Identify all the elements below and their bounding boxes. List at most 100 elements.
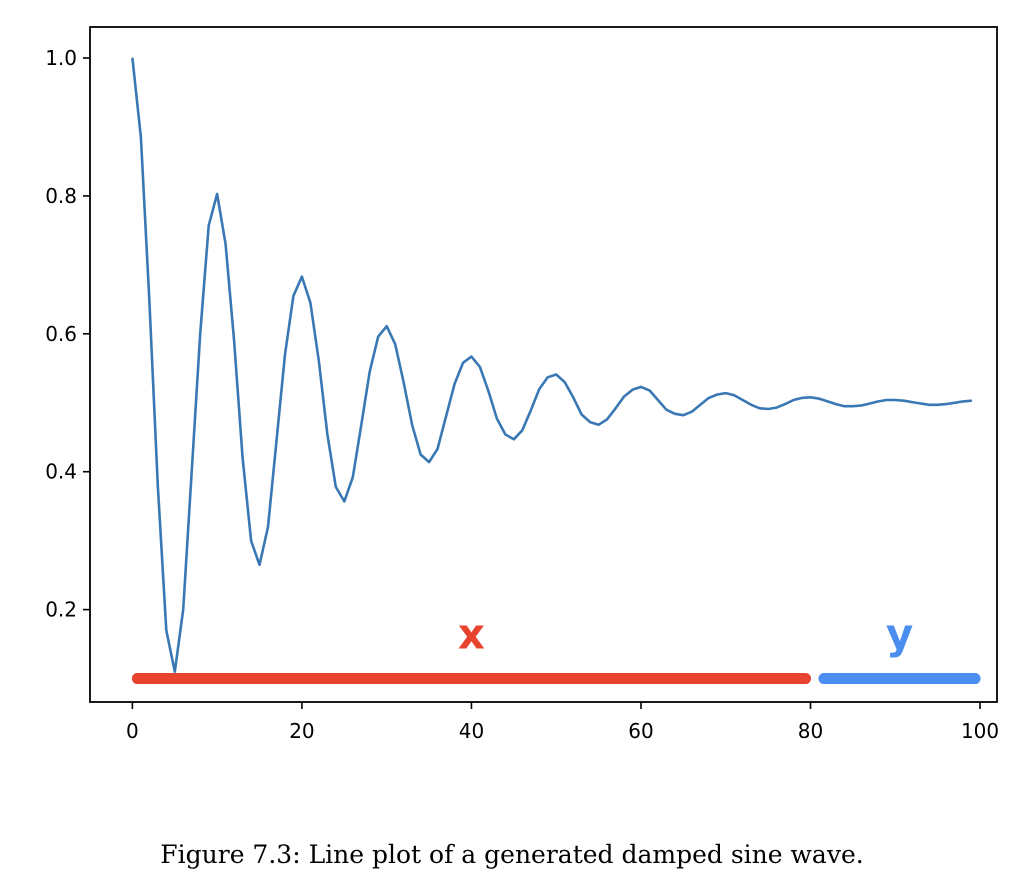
data-point (555, 373, 557, 376)
y-tick-label: 0.2 (45, 598, 77, 622)
data-point (403, 381, 405, 383)
data-point (843, 405, 846, 407)
data-point (648, 389, 651, 391)
data-point (275, 440, 278, 442)
series-layer (131, 57, 973, 674)
data-point (725, 392, 727, 394)
data-point (292, 295, 294, 297)
data-point (309, 302, 311, 304)
data-point (776, 407, 778, 409)
data-point (860, 404, 863, 407)
data-point (971, 400, 973, 402)
data-point (216, 193, 218, 195)
data-point (793, 399, 795, 401)
data-point (267, 526, 269, 528)
annotation-label-y: y (886, 610, 913, 659)
data-point (623, 396, 625, 398)
x-tick-label: 60 (628, 719, 653, 743)
data-point (326, 433, 328, 435)
data-point (165, 629, 167, 631)
data-point (826, 400, 829, 402)
data-point (233, 340, 235, 342)
data-point (835, 403, 837, 405)
data-point (225, 243, 227, 245)
data-point (174, 671, 176, 673)
data-point (818, 398, 820, 400)
data-point (462, 362, 464, 364)
x-tick-label: 80 (798, 719, 823, 743)
data-point (394, 343, 396, 345)
data-point (886, 399, 888, 401)
data-point (572, 396, 574, 398)
data-point (547, 376, 549, 378)
x-tick-label: 0 (126, 719, 139, 743)
data-point (750, 404, 752, 406)
data-point (360, 424, 362, 426)
data-point (182, 609, 184, 611)
data-point (937, 404, 939, 406)
data-point (852, 405, 854, 407)
data-point (598, 424, 600, 426)
data-point (369, 371, 371, 373)
data-point (428, 461, 430, 463)
data-point (733, 394, 735, 396)
data-point (445, 416, 447, 418)
data-point (208, 225, 210, 227)
data-point (140, 136, 142, 138)
data-point (581, 413, 583, 416)
data-point (157, 484, 159, 487)
data-point (301, 276, 303, 278)
data-point (954, 402, 956, 404)
data-point (250, 540, 252, 542)
data-point (343, 500, 345, 502)
series-line (131, 57, 972, 674)
data-point (564, 381, 566, 383)
data-point (894, 399, 896, 401)
data-point (521, 429, 523, 431)
data-point (742, 399, 744, 401)
data-point (242, 457, 244, 459)
data-point (699, 404, 701, 406)
annotation-label-x: x (458, 610, 485, 659)
data-point (606, 418, 608, 420)
data-point (199, 333, 201, 335)
data-point (962, 400, 964, 402)
data-point (911, 401, 913, 403)
data-point (665, 409, 668, 411)
data-point (386, 325, 388, 327)
data-point (436, 448, 439, 450)
data-point (496, 418, 498, 420)
data-point (131, 57, 133, 59)
data-point (470, 356, 472, 358)
data-point (869, 402, 871, 405)
x-tick-label: 40 (459, 719, 484, 743)
data-point (352, 476, 354, 478)
data-point (615, 407, 617, 409)
data-point (877, 400, 879, 402)
y-tick-label: 0.6 (45, 322, 77, 346)
y-tick-label: 1.0 (45, 46, 77, 70)
plot-frame (89, 26, 998, 703)
figure-caption: Figure 7.3: Line plot of a generated dam… (160, 840, 864, 869)
data-point (801, 397, 803, 399)
data-point (809, 396, 812, 398)
data-point (318, 360, 320, 362)
y-tick-label: 0.8 (45, 184, 77, 208)
data-point (479, 366, 481, 368)
x-tick-label: 20 (289, 719, 314, 743)
data-point (945, 403, 947, 405)
data-point (453, 383, 456, 385)
data-point (420, 453, 422, 456)
data-point (148, 298, 150, 300)
data-point (903, 400, 905, 402)
data-point (920, 402, 922, 405)
data-point (784, 403, 786, 405)
data-point (674, 413, 676, 415)
data-point (513, 438, 515, 440)
data-point (631, 389, 634, 391)
y-tick-label: 0.4 (45, 460, 77, 484)
data-point (682, 414, 685, 416)
data-point (284, 353, 286, 356)
data-point (411, 424, 413, 426)
data-point (538, 388, 540, 390)
